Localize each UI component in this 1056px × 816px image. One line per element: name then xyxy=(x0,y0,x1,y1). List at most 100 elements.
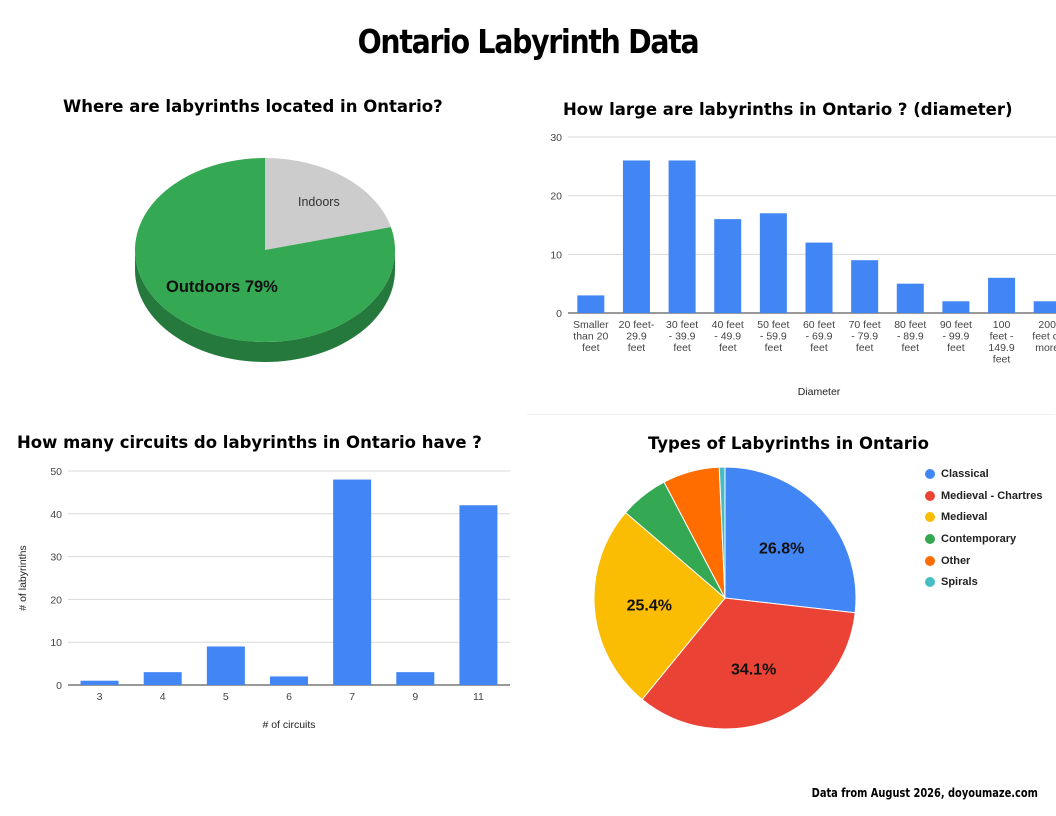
pie-side-outdoors xyxy=(135,250,395,362)
x-tick-label: 80 feet xyxy=(894,319,926,331)
bar-3 xyxy=(206,646,245,685)
x-tick-label: feet xyxy=(810,342,828,354)
x-tick-label: 90 feet xyxy=(940,319,972,331)
x-tick-label: 20 feet- xyxy=(619,319,655,331)
x-tick-label: 5 xyxy=(223,691,229,703)
bar-2 xyxy=(622,160,650,313)
x-tick-label: - 99.9 xyxy=(942,331,969,343)
bar-4 xyxy=(714,219,742,313)
pie-percent-label: 25.4% xyxy=(627,598,672,615)
types-pie-chart: 26.8% 34.1% 25.4% xyxy=(593,466,857,730)
x-tick-label: feet xyxy=(765,342,783,354)
x-tick-label: 3 xyxy=(97,691,103,703)
x-tick-label: feet xyxy=(856,342,874,354)
legend-item: Medieval - Chartres xyxy=(925,485,1042,507)
legend-label: Classical xyxy=(941,467,989,480)
x-tick-label: more xyxy=(1035,342,1056,354)
x-tick-label: feet xyxy=(719,342,737,354)
x-tick-label: - 69.9 xyxy=(806,331,833,343)
x-tick-label: Smaller xyxy=(573,319,609,331)
legend-item: Other xyxy=(925,550,1042,572)
pie-slice-medieval-chartres xyxy=(641,597,856,730)
y-tick-label: 0 xyxy=(56,680,62,692)
legend-label: Medieval xyxy=(941,511,988,524)
legend-swatch xyxy=(925,512,935,523)
y-tick-label: 40 xyxy=(50,509,62,521)
legend-label: Spirals xyxy=(941,576,978,589)
page-title: Ontario Labyrinth Data xyxy=(357,22,700,61)
diameter-chart-title: How large are labyrinths in Ontario ? (d… xyxy=(563,100,1013,119)
x-tick-label: feet xyxy=(673,342,691,354)
bar-5 xyxy=(333,479,372,685)
y-tick-label: 30 xyxy=(550,132,562,144)
legend-item: Classical xyxy=(925,463,1042,485)
circuits-bar-chart: 0 10 20 30 40 50 3 4 5 6 7 9 11 # of circuits # of lab… xyxy=(17,466,510,731)
circuits-chart-title: How many circuits do labyrinths in Ontar… xyxy=(17,433,482,452)
y-tick-label: 10 xyxy=(50,637,62,649)
x-tick-label: 40 feet xyxy=(712,319,744,331)
bar-4 xyxy=(270,676,308,685)
bar-10 xyxy=(988,277,1016,313)
legend-label: Medieval - Chartres xyxy=(941,489,1043,502)
types-chart-title: Types of Labyrinths in Ontario xyxy=(648,434,929,453)
y-tick-label: 20 xyxy=(50,594,62,606)
legend-swatch xyxy=(925,490,935,501)
y-axis-label: # of labyrinths xyxy=(17,545,29,610)
x-axis-label: # of circuits xyxy=(262,719,315,731)
bar-2 xyxy=(143,672,182,685)
x-tick-label: 4 xyxy=(160,691,166,703)
bar-9 xyxy=(942,301,970,313)
bar-6 xyxy=(396,672,435,685)
location-pie-chart: Indoors Outdoors 79% xyxy=(135,158,395,362)
divider xyxy=(527,414,1055,415)
bar-3 xyxy=(668,160,696,313)
location-chart-title: Where are labyrinths located in Ontario? xyxy=(63,97,443,116)
bar-1 xyxy=(577,295,605,313)
x-tick-label: 60 feet xyxy=(803,319,835,331)
x-tick-label: 149.9 xyxy=(988,342,1014,354)
x-tick-label: feet or xyxy=(1032,331,1056,343)
x-tick-label: feet - xyxy=(990,331,1014,343)
x-tick-label: feet xyxy=(993,354,1011,366)
x-tick-label: feet xyxy=(902,342,920,354)
pie-label-indoors: Indoors xyxy=(298,195,340,209)
x-tick-label: feet xyxy=(628,342,646,354)
bar-6 xyxy=(805,242,833,313)
pie-percent-label: 34.1% xyxy=(731,661,776,678)
x-tick-label: 11 xyxy=(473,691,484,703)
y-tick-label: 20 xyxy=(550,191,562,203)
x-tick-label: 100 xyxy=(993,319,1011,331)
pie-label-outdoors: Outdoors 79% xyxy=(166,278,278,296)
legend-label: Other xyxy=(941,554,971,567)
x-tick-label: feet xyxy=(582,342,600,354)
bar-11 xyxy=(1033,301,1056,313)
bar-1 xyxy=(80,680,119,685)
legend-swatch xyxy=(925,577,935,588)
pie-percent-label: 26.8% xyxy=(759,540,804,557)
x-axis-label: Diameter xyxy=(798,386,841,398)
types-legend: Classical Medieval - Chartres Medieval Cont… xyxy=(925,463,1042,593)
x-tick-label: - 49.9 xyxy=(714,331,741,343)
bar-8 xyxy=(896,283,924,313)
pie-slice-indoors xyxy=(265,158,391,250)
legend-swatch xyxy=(925,533,935,544)
x-tick-label: 50 feet xyxy=(757,319,789,331)
x-tick-label: 7 xyxy=(349,691,355,703)
pie-slice-spirals xyxy=(718,466,726,599)
bar-5 xyxy=(759,213,787,313)
y-tick-label: 30 xyxy=(50,552,62,564)
legend-item: Medieval xyxy=(925,506,1042,528)
x-tick-label: 29.9 xyxy=(626,331,647,343)
legend-swatch xyxy=(925,555,935,566)
pie-slice-medieval xyxy=(593,511,726,701)
bar-7 xyxy=(459,505,498,685)
footer-source: Data from August 2026, doyoumaze.com xyxy=(811,786,1038,800)
y-tick-label: 10 xyxy=(550,249,562,261)
legend-item: Contemporary xyxy=(925,528,1042,550)
y-tick-label: 50 xyxy=(50,466,62,478)
x-tick-label: 6 xyxy=(286,691,292,703)
legend-item: Spirals xyxy=(925,571,1042,593)
x-tick-label: - 79.9 xyxy=(851,331,878,343)
y-tick-label: 0 xyxy=(556,308,562,320)
